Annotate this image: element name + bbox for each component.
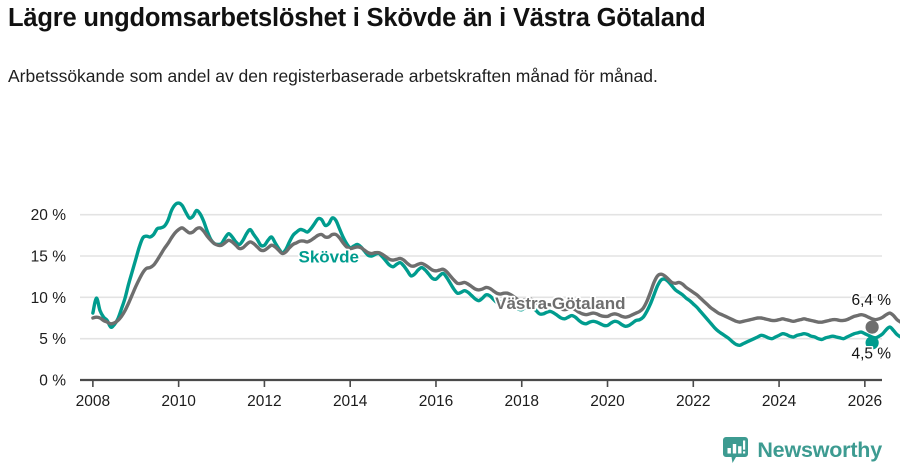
y-axis-tick-label: 20 % — [31, 207, 67, 224]
y-axis-tick-label: 5 % — [39, 331, 66, 348]
line-chart: 0 % 5 % 10 % 15 % 20 % 2008 2010 2012 2014 2016 20… — [31, 201, 900, 410]
x-axis-tick-label: 2018 — [505, 393, 539, 410]
x-axis-tick-label: 2022 — [676, 393, 710, 410]
x-axis-tick-label: 2024 — [762, 393, 797, 410]
series-end-marker — [865, 336, 879, 350]
page-title: Lägre ungdomsarbetslöshet i Skövde än i … — [8, 4, 706, 32]
x-axis-tick-label: 2026 — [848, 393, 882, 410]
y-axis-tick-label: 0 % — [39, 373, 66, 390]
x-axis-tick-label: 2012 — [247, 393, 281, 410]
x-axis-tick-label: 2008 — [76, 393, 110, 410]
series-name-label: Västra Götaland — [495, 294, 625, 313]
logo-wordmark: Newsworthy — [757, 438, 882, 462]
x-axis-tick-label: 2020 — [590, 393, 625, 410]
x-axis-tick-label: 2014 — [333, 393, 368, 410]
x-axis-tick-label: 2010 — [161, 393, 196, 410]
series-name-label: Skövde — [299, 248, 359, 267]
chart-area: 0 % 5 % 10 % 15 % 20 % 2008 2010 2012 2014 2016 20… — [0, 150, 900, 420]
series-value-label: 6,4 % — [851, 292, 891, 309]
bar-chart-bubble-icon — [723, 437, 749, 463]
series-end-marker — [865, 320, 879, 334]
y-axis-tick-label: 10 % — [31, 290, 67, 307]
series-line-vastra-gotaland — [91, 226, 900, 326]
series-line-skovde — [91, 201, 900, 348]
y-axis-tick-label: 15 % — [31, 249, 67, 266]
x-axis-tick-label: 2016 — [419, 393, 453, 410]
series-value-label: 4,5 % — [851, 346, 891, 363]
page-subtitle: Arbetssökande som andel av den registerb… — [8, 66, 658, 86]
newsworthy-logo[interactable]: Newsworthy — [723, 437, 882, 464]
